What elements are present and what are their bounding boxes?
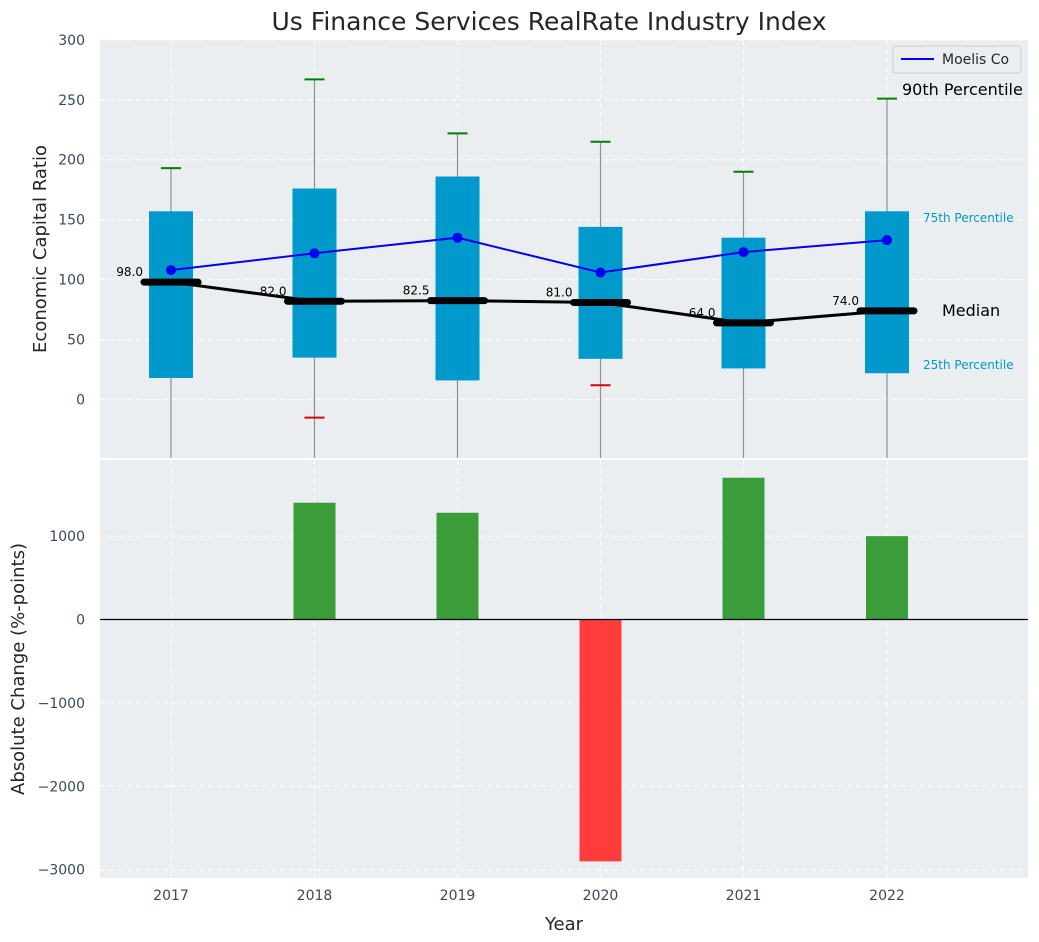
legend: Moelis Co xyxy=(892,45,1022,74)
median-value-label: 81.0 xyxy=(546,285,573,299)
change-bar xyxy=(436,512,479,620)
series-point xyxy=(452,232,463,243)
chart-title: Us Finance Services RealRate Industry In… xyxy=(272,7,827,36)
iqr-box xyxy=(292,188,337,358)
x-tick-label: 2022 xyxy=(869,888,905,904)
median-value-label: 98.0 xyxy=(116,265,143,279)
x-tick-label: 2017 xyxy=(153,888,189,904)
series-line xyxy=(170,236,888,274)
moelis-series xyxy=(166,232,892,278)
change-bar xyxy=(866,536,908,620)
p90-annotation: 90th Percentile xyxy=(902,80,1023,99)
bottom-panel: −3000 −2000 −1000 0 1000 2017 2018 2019 2020 202… xyxy=(8,460,1028,935)
bottom-y-axis-label: Absolute Change (%-points) xyxy=(8,543,29,795)
legend-label: Moelis Co xyxy=(942,52,1009,68)
boxes xyxy=(149,176,909,381)
iqr-box xyxy=(721,237,766,369)
series-point xyxy=(882,235,892,246)
series-point xyxy=(309,248,320,259)
p75-annotation: 75th Percentile xyxy=(923,211,1014,225)
top-y-ticks: 0 50 100 150 200 250 300 xyxy=(58,33,85,409)
p25-annotation: 25th Percentile xyxy=(923,358,1014,372)
top-y-tick-label: 0 xyxy=(76,393,85,409)
top-y-tick-label: 300 xyxy=(58,33,85,49)
median-value-label: 64.0 xyxy=(689,306,716,320)
top-y-tick-label: 250 xyxy=(58,93,85,109)
series-point xyxy=(595,267,606,278)
legend-box xyxy=(892,45,1022,74)
median-value-label: 82.0 xyxy=(260,284,287,298)
series-point xyxy=(166,265,176,276)
bottom-y-tick-label: 1000 xyxy=(49,529,85,545)
top-y-tick-label: 100 xyxy=(58,273,85,289)
bottom-y-tick-label: −1000 xyxy=(38,696,85,712)
top-panel: 0 50 100 150 200 250 300 98.0 82.0 82.5 81.0 64.0 7… xyxy=(30,33,1028,458)
median-value-label: 74.0 xyxy=(832,294,859,308)
bottom-y-tick-label: 0 xyxy=(76,613,85,629)
bottom-y-tick-label: −3000 xyxy=(38,863,85,879)
x-ticks: 2017 2018 2019 2020 2021 2022 xyxy=(153,888,905,904)
bottom-y-tick-label: −2000 xyxy=(38,779,85,795)
median-line xyxy=(140,278,918,327)
top-y-axis-label: Economic Capital Ratio xyxy=(30,145,51,353)
x-axis-label: Year xyxy=(544,914,584,935)
change-bar xyxy=(722,477,765,620)
bottom-plot-area xyxy=(100,460,1028,878)
x-tick-label: 2019 xyxy=(440,888,476,904)
median-value-label: 82.5 xyxy=(403,284,430,298)
iqr-box xyxy=(149,211,193,379)
top-y-tick-label: 200 xyxy=(58,153,85,169)
top-y-tick-label: 50 xyxy=(67,333,85,349)
x-tick-label: 2020 xyxy=(583,888,619,904)
iqr-box xyxy=(435,176,480,381)
median-annotation: Median xyxy=(942,301,1000,320)
median-labels: 98.0 82.0 82.5 81.0 64.0 74.0 xyxy=(116,265,859,320)
iqr-box xyxy=(578,226,623,359)
x-tick-label: 2021 xyxy=(726,888,762,904)
change-bars xyxy=(293,477,908,862)
top-y-tick-label: 150 xyxy=(58,213,85,229)
change-bar xyxy=(579,619,622,862)
change-bar xyxy=(293,502,336,620)
x-tick-label: 2018 xyxy=(297,888,333,904)
series-point xyxy=(738,247,749,258)
bottom-y-ticks: −3000 −2000 −1000 0 1000 xyxy=(38,529,85,879)
